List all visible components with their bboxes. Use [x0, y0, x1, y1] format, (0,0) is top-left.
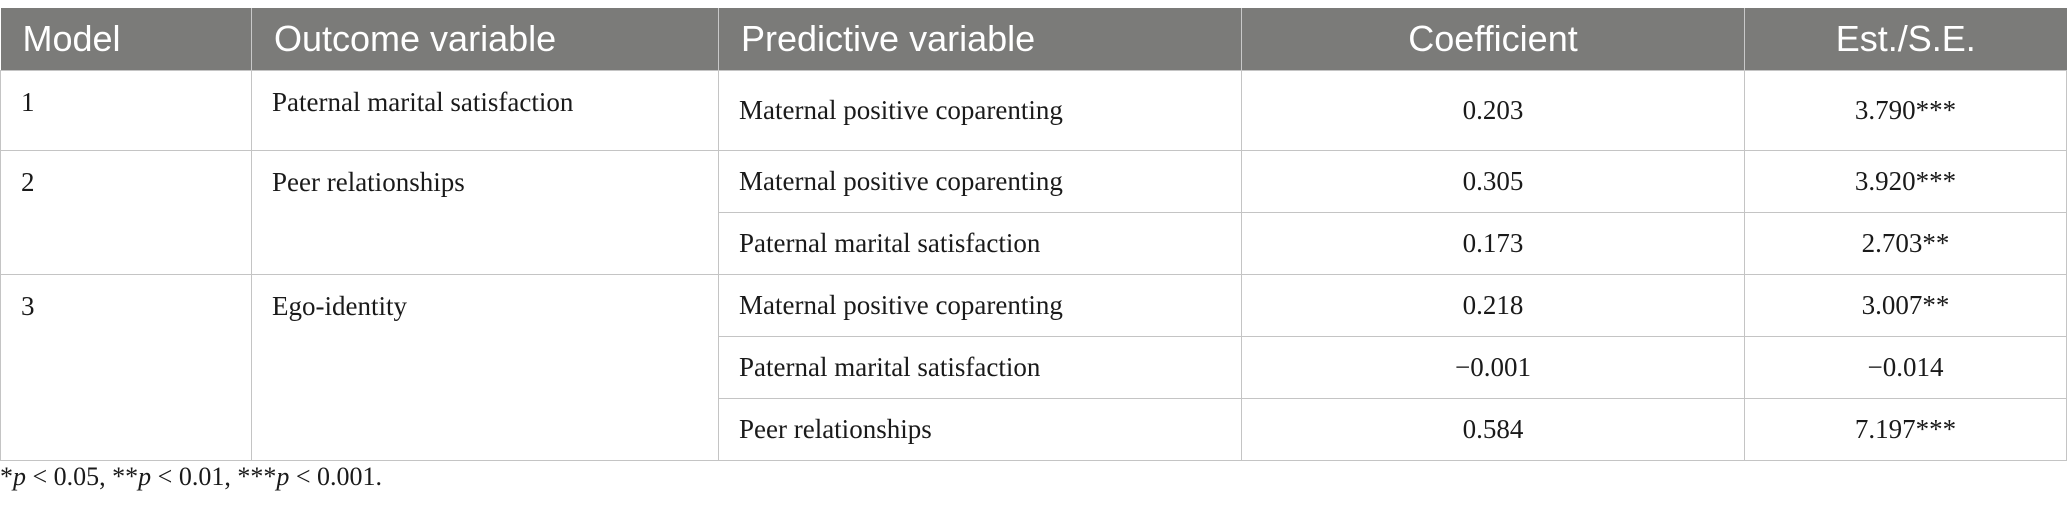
est-se-cell: 3.007**: [1744, 274, 2067, 337]
header-coefficient: Coefficient: [1241, 8, 1745, 71]
coefficient-cell: 0.218: [1241, 274, 1745, 337]
footnote-p-symbol: p: [276, 462, 290, 491]
coefficient-cell: 0.203: [1241, 70, 1745, 151]
footnote-p-symbol: p: [138, 462, 152, 491]
coefficient-cell: 0.305: [1241, 150, 1745, 213]
header-est-se: Est./S.E.: [1744, 8, 2067, 71]
header-predictive-variable: Predictive variable: [718, 8, 1242, 71]
footnote-threshold-1: < 0.05, **: [26, 462, 139, 491]
footnote-threshold-2: < 0.01, ***: [151, 462, 277, 491]
table-row: 2 Peer relationships Maternal positive c…: [0, 150, 2067, 275]
results-table: Model Outcome variable Predictive variab…: [0, 8, 2067, 461]
coefficient-cell: −0.001: [1241, 336, 1745, 399]
table-row: 1 Paternal marital satisfaction Maternal…: [0, 70, 2067, 151]
header-outcome-variable: Outcome variable: [251, 8, 719, 71]
footnote-threshold-3: < 0.001.: [289, 462, 383, 491]
est-se-cell: 3.790***: [1744, 70, 2067, 151]
est-se-cell: −0.014: [1744, 336, 2067, 399]
predictor-cell: Paternal marital satisfaction: [718, 336, 1242, 399]
est-se-cell: 3.920***: [1744, 150, 2067, 213]
model-cell: 2: [0, 150, 252, 275]
table-row: Paternal marital satisfaction 0.173 2.70…: [1, 212, 2067, 275]
table-row: Peer relationships 0.584 7.197***: [1, 398, 2067, 461]
table-row: 3 Ego-identity Maternal positive coparen…: [0, 274, 2067, 461]
coefficient-cell: 0.173: [1241, 212, 1745, 275]
coefficient-cell: 0.584: [1241, 398, 1745, 461]
header-model: Model: [0, 8, 252, 71]
footnote-p-symbol: p: [13, 462, 26, 491]
table-header: Model Outcome variable Predictive variab…: [0, 8, 2067, 71]
outcome-cell: Paternal marital satisfaction: [251, 70, 719, 151]
footnote-stars-1: *: [0, 462, 13, 491]
predictor-cell: Maternal positive coparenting: [718, 274, 1242, 337]
table-body: 1 Paternal marital satisfaction Maternal…: [0, 70, 2067, 461]
predictor-cell: Maternal positive coparenting: [718, 70, 1242, 151]
outcome-cell: Peer relationships: [251, 150, 719, 275]
est-se-cell: 2.703**: [1744, 212, 2067, 275]
predictor-cell: Maternal positive coparenting: [718, 150, 1242, 213]
model-cell: 1: [0, 70, 252, 151]
model-cell: 3: [0, 274, 252, 461]
table-footnote: *p < 0.05, **p < 0.01, ***p < 0.001.: [0, 462, 382, 492]
predictor-cell: Peer relationships: [718, 398, 1242, 461]
est-se-cell: 7.197***: [1744, 398, 2067, 461]
predictor-cell: Paternal marital satisfaction: [718, 212, 1242, 275]
outcome-cell: Ego-identity: [251, 274, 719, 461]
header-row: Model Outcome variable Predictive variab…: [0, 8, 2067, 71]
